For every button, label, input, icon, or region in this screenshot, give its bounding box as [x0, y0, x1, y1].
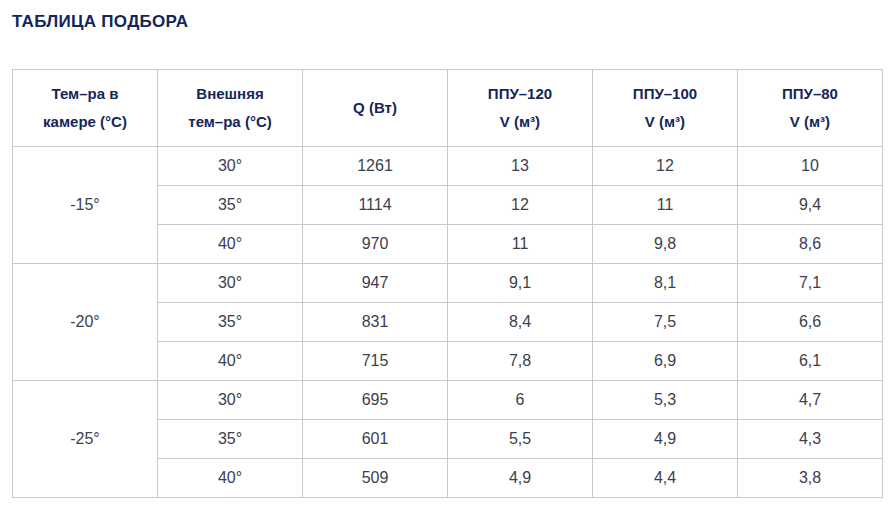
header-external-temp: Внешняя тем–ра (°C) — [158, 70, 303, 147]
ppu120-cell: 9,1 — [448, 264, 593, 303]
ppu80-cell: 6,1 — [738, 342, 883, 381]
ppu80-cell: 10 — [738, 147, 883, 186]
external-temp-cell: 30° — [158, 147, 303, 186]
external-temp-cell: 35° — [158, 420, 303, 459]
header-ppu-80: ППУ–80 V (м³) — [738, 70, 883, 147]
camera-temp-cell: -15° — [13, 147, 158, 264]
external-temp-cell: 35° — [158, 303, 303, 342]
table-header-row: Тем–ра в камере (°C) Внешняя тем–ра (°C)… — [13, 70, 883, 147]
ppu80-cell: 8,6 — [738, 225, 883, 264]
q-cell: 947 — [303, 264, 448, 303]
ppu120-cell: 4,9 — [448, 459, 593, 498]
header-line: V (м³) — [599, 108, 731, 136]
ppu80-cell: 9,4 — [738, 186, 883, 225]
external-temp-cell: 40° — [158, 459, 303, 498]
header-ppu-120: ППУ–120 V (м³) — [448, 70, 593, 147]
ppu80-cell: 6,6 — [738, 303, 883, 342]
ppu100-cell: 8,1 — [593, 264, 738, 303]
header-q-watt: Q (Вт) — [303, 70, 448, 147]
header-line: Q (Вт) — [309, 94, 441, 122]
header-line: тем–ра (°C) — [164, 108, 296, 136]
header-line: ППУ–100 — [599, 80, 731, 108]
ppu120-cell: 12 — [448, 186, 593, 225]
ppu100-cell: 12 — [593, 147, 738, 186]
ppu80-cell: 4,7 — [738, 381, 883, 420]
ppu120-cell: 13 — [448, 147, 593, 186]
external-temp-cell: 35° — [158, 186, 303, 225]
ppu100-cell: 4,9 — [593, 420, 738, 459]
ppu80-cell: 4,3 — [738, 420, 883, 459]
table-header: Тем–ра в камере (°C) Внешняя тем–ра (°C)… — [13, 70, 883, 147]
header-line: Тем–ра в — [19, 80, 151, 108]
camera-temp-cell: -25° — [13, 381, 158, 498]
q-cell: 715 — [303, 342, 448, 381]
ppu100-cell: 6,9 — [593, 342, 738, 381]
table-row: -25°30°69565,34,7 — [13, 381, 883, 420]
ppu120-cell: 11 — [448, 225, 593, 264]
ppu80-cell: 3,8 — [738, 459, 883, 498]
external-temp-cell: 40° — [158, 225, 303, 264]
ppu120-cell: 7,8 — [448, 342, 593, 381]
external-temp-cell: 30° — [158, 264, 303, 303]
ppu100-cell: 7,5 — [593, 303, 738, 342]
ppu100-cell: 5,3 — [593, 381, 738, 420]
page-title: ТАБЛИЦА ПОДБОРА — [12, 12, 883, 32]
header-line: V (м³) — [744, 108, 876, 136]
header-line: V (м³) — [454, 108, 586, 136]
table-row: -20°30°9479,18,17,1 — [13, 264, 883, 303]
external-temp-cell: 40° — [158, 342, 303, 381]
q-cell: 1114 — [303, 186, 448, 225]
ppu120-cell: 8,4 — [448, 303, 593, 342]
q-cell: 601 — [303, 420, 448, 459]
selection-table: Тем–ра в камере (°C) Внешняя тем–ра (°C)… — [12, 69, 883, 498]
ppu120-cell: 6 — [448, 381, 593, 420]
ppu100-cell: 11 — [593, 186, 738, 225]
ppu100-cell: 9,8 — [593, 225, 738, 264]
header-line: камере (°C) — [19, 108, 151, 136]
camera-temp-cell: -20° — [13, 264, 158, 381]
header-camera-temp: Тем–ра в камере (°C) — [13, 70, 158, 147]
external-temp-cell: 30° — [158, 381, 303, 420]
header-line: Внешняя — [164, 80, 296, 108]
header-line: ППУ–80 — [744, 80, 876, 108]
q-cell: 1261 — [303, 147, 448, 186]
ppu100-cell: 4,4 — [593, 459, 738, 498]
q-cell: 695 — [303, 381, 448, 420]
header-line: ППУ–120 — [454, 80, 586, 108]
q-cell: 509 — [303, 459, 448, 498]
table-body: -15°30°126113121035°111412119,440°970119… — [13, 147, 883, 498]
ppu120-cell: 5,5 — [448, 420, 593, 459]
q-cell: 970 — [303, 225, 448, 264]
header-ppu-100: ППУ–100 V (м³) — [593, 70, 738, 147]
ppu80-cell: 7,1 — [738, 264, 883, 303]
page-container: ТАБЛИЦА ПОДБОРА Тем–ра в камере (°C) Вне… — [0, 0, 895, 508]
q-cell: 831 — [303, 303, 448, 342]
table-row: -15°30°1261131210 — [13, 147, 883, 186]
